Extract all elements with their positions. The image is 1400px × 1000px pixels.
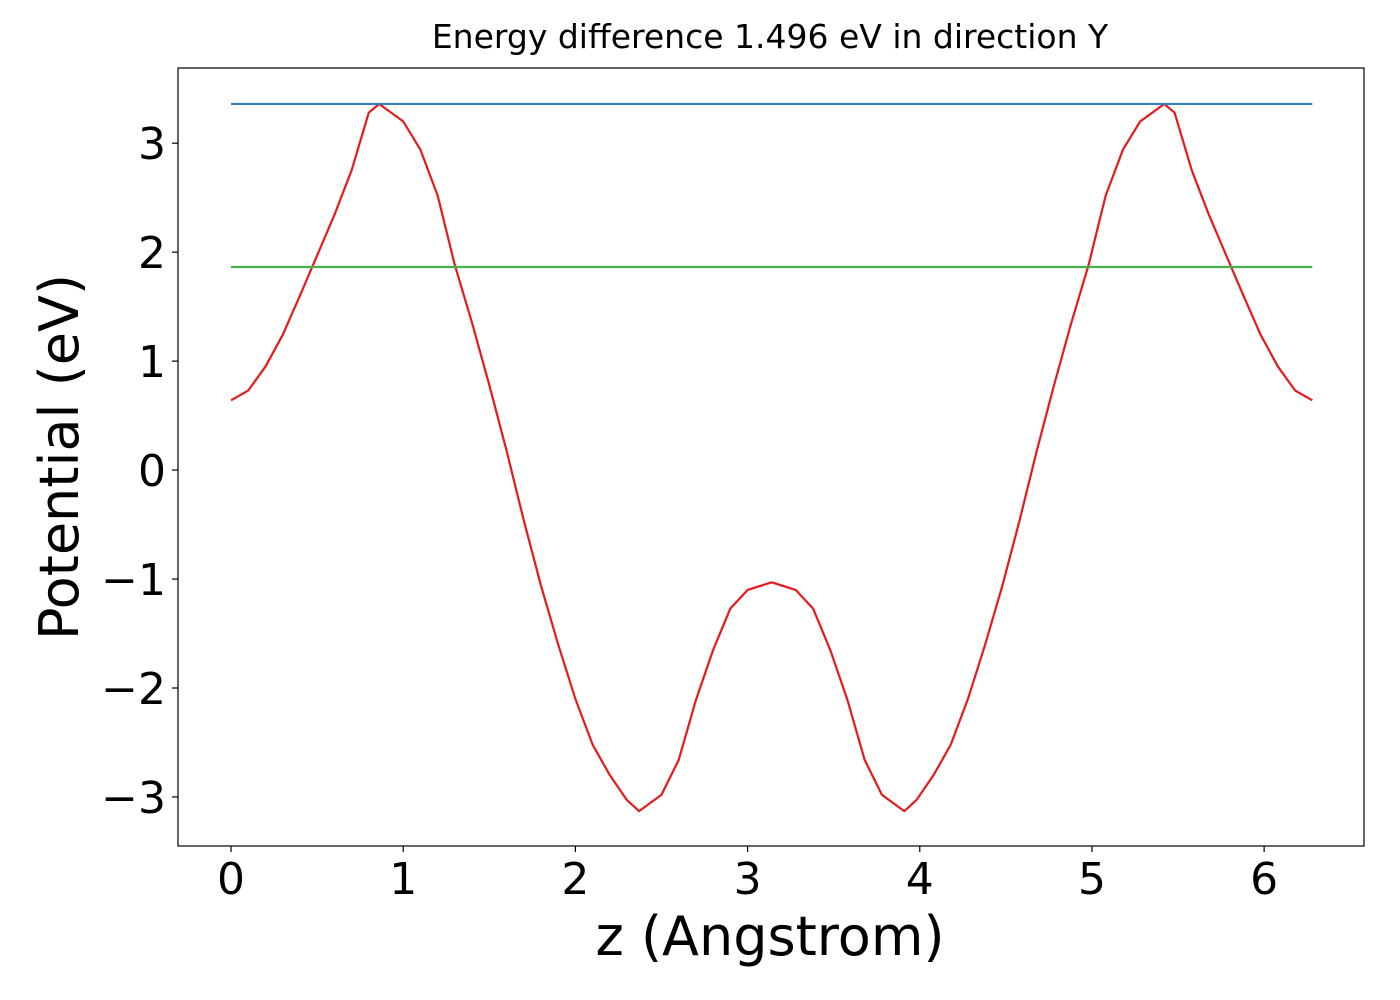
x-tick-label: 5 <box>1078 854 1106 905</box>
line-series <box>230 102 1313 813</box>
x-tick-label: 2 <box>561 854 589 905</box>
chart-title: Energy difference 1.496 eV in direction … <box>432 17 1109 56</box>
x-tick-label: 6 <box>1250 854 1278 905</box>
y-tick-label: −1 <box>101 555 166 606</box>
x-tick-label: 3 <box>734 854 762 905</box>
y-tick-label: −3 <box>101 773 166 824</box>
x-tick-label: 4 <box>906 854 934 905</box>
x-tick-label: 1 <box>389 854 417 905</box>
y-tick-label: 3 <box>138 119 166 170</box>
y-tick-label: 0 <box>138 446 166 497</box>
plot-frame <box>177 67 1365 847</box>
y-tick-label: −2 <box>101 664 166 715</box>
y-axis-label: Potential (eV) <box>28 274 91 640</box>
x-axis-label: z (Angstrom) <box>595 905 944 968</box>
x-tick-label: 0 <box>217 854 245 905</box>
y-tick-label: 1 <box>138 337 166 388</box>
y-tick-label: 2 <box>138 228 166 279</box>
